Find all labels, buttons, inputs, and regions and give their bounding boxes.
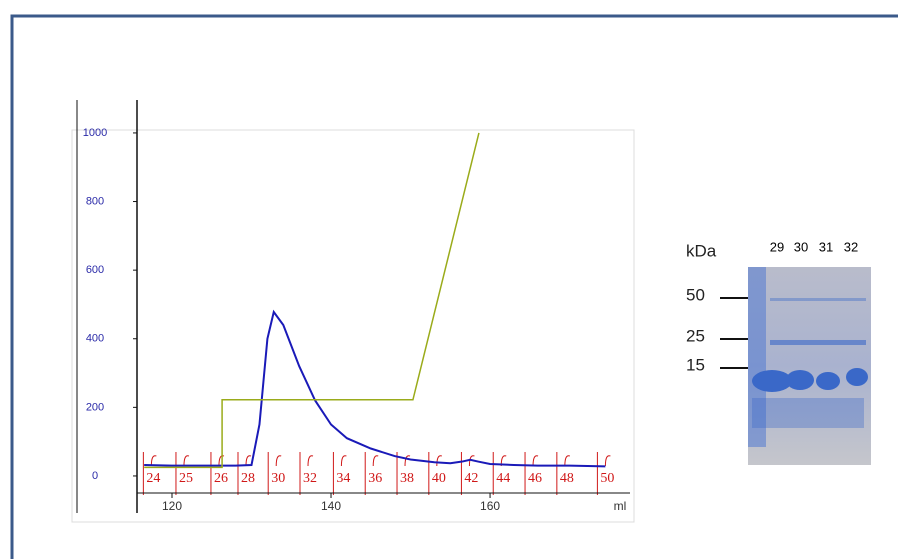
x-axis-label: ml [614, 499, 627, 513]
y-tick-label: 0 [92, 470, 98, 482]
fraction-label: 40 [432, 471, 446, 486]
fraction-hook [436, 455, 443, 467]
y-tick-label: 1000 [83, 127, 107, 139]
y-tick-label: 400 [86, 333, 104, 345]
x-tick-label: 140 [321, 499, 341, 513]
fraction-hook [218, 455, 225, 467]
chromatogram: 24 25 26 28 30 32 34 36 38 40 42 44 46 48 50 0 200 400 600… [76, 100, 630, 513]
lane-label: 29 [770, 239, 784, 254]
marker-label: 15 [686, 355, 705, 374]
y-tick-label: 800 [86, 195, 104, 207]
y-tick-label: 600 [86, 264, 104, 276]
marker-label: 25 [686, 326, 705, 345]
gel: kDa 50 25 15 29 30 31 32 [686, 239, 871, 465]
gel-bands [752, 298, 868, 428]
fraction-hook [404, 455, 411, 467]
plot-panel [71, 129, 635, 523]
band [846, 368, 868, 386]
gel-unit: kDa [686, 241, 717, 260]
fraction-hook [275, 455, 282, 467]
band [770, 340, 866, 345]
fraction-label: 34 [336, 471, 350, 486]
band [816, 372, 840, 390]
fraction-label: 38 [400, 471, 414, 486]
fraction-hook [604, 455, 611, 467]
series-line [144, 132, 480, 469]
fraction-hook [532, 455, 539, 467]
fraction-label: 28 [241, 471, 255, 486]
smear [752, 398, 864, 428]
fraction-label: 50 [600, 471, 614, 486]
fraction-hook [340, 455, 347, 467]
x-tick-label: 120 [162, 499, 182, 513]
fraction-label: 44 [496, 471, 510, 486]
series-line [144, 309, 606, 468]
lane-label: 30 [794, 239, 808, 254]
fraction-label: 26 [214, 471, 228, 486]
ladder-lane [748, 267, 766, 447]
fraction-hook [245, 455, 252, 467]
fraction-hook [564, 455, 571, 467]
fraction-label: 42 [464, 471, 478, 486]
fraction-hook [468, 455, 475, 467]
fraction-label: 46 [528, 471, 542, 486]
fraction-label: 30 [271, 471, 285, 486]
y-tick-label: 200 [86, 401, 104, 413]
band [786, 370, 814, 390]
lane-label: 32 [844, 239, 858, 254]
band [752, 370, 792, 392]
band [770, 298, 866, 301]
fraction-label: 24 [146, 471, 160, 486]
lane-label: 31 [819, 239, 833, 254]
fraction-hook [150, 455, 157, 467]
fraction-label: 36 [368, 471, 382, 486]
fraction-label: 48 [560, 471, 574, 486]
fraction-hook [183, 455, 190, 467]
frame [10, 14, 898, 559]
fraction-hook [307, 455, 314, 467]
x-tick-label: 160 [480, 499, 500, 513]
gel-image [748, 267, 871, 465]
fraction-label: 25 [179, 471, 193, 486]
fraction-hook [372, 455, 379, 467]
marker-label: 50 [686, 285, 705, 304]
fraction-label: 32 [303, 471, 317, 486]
